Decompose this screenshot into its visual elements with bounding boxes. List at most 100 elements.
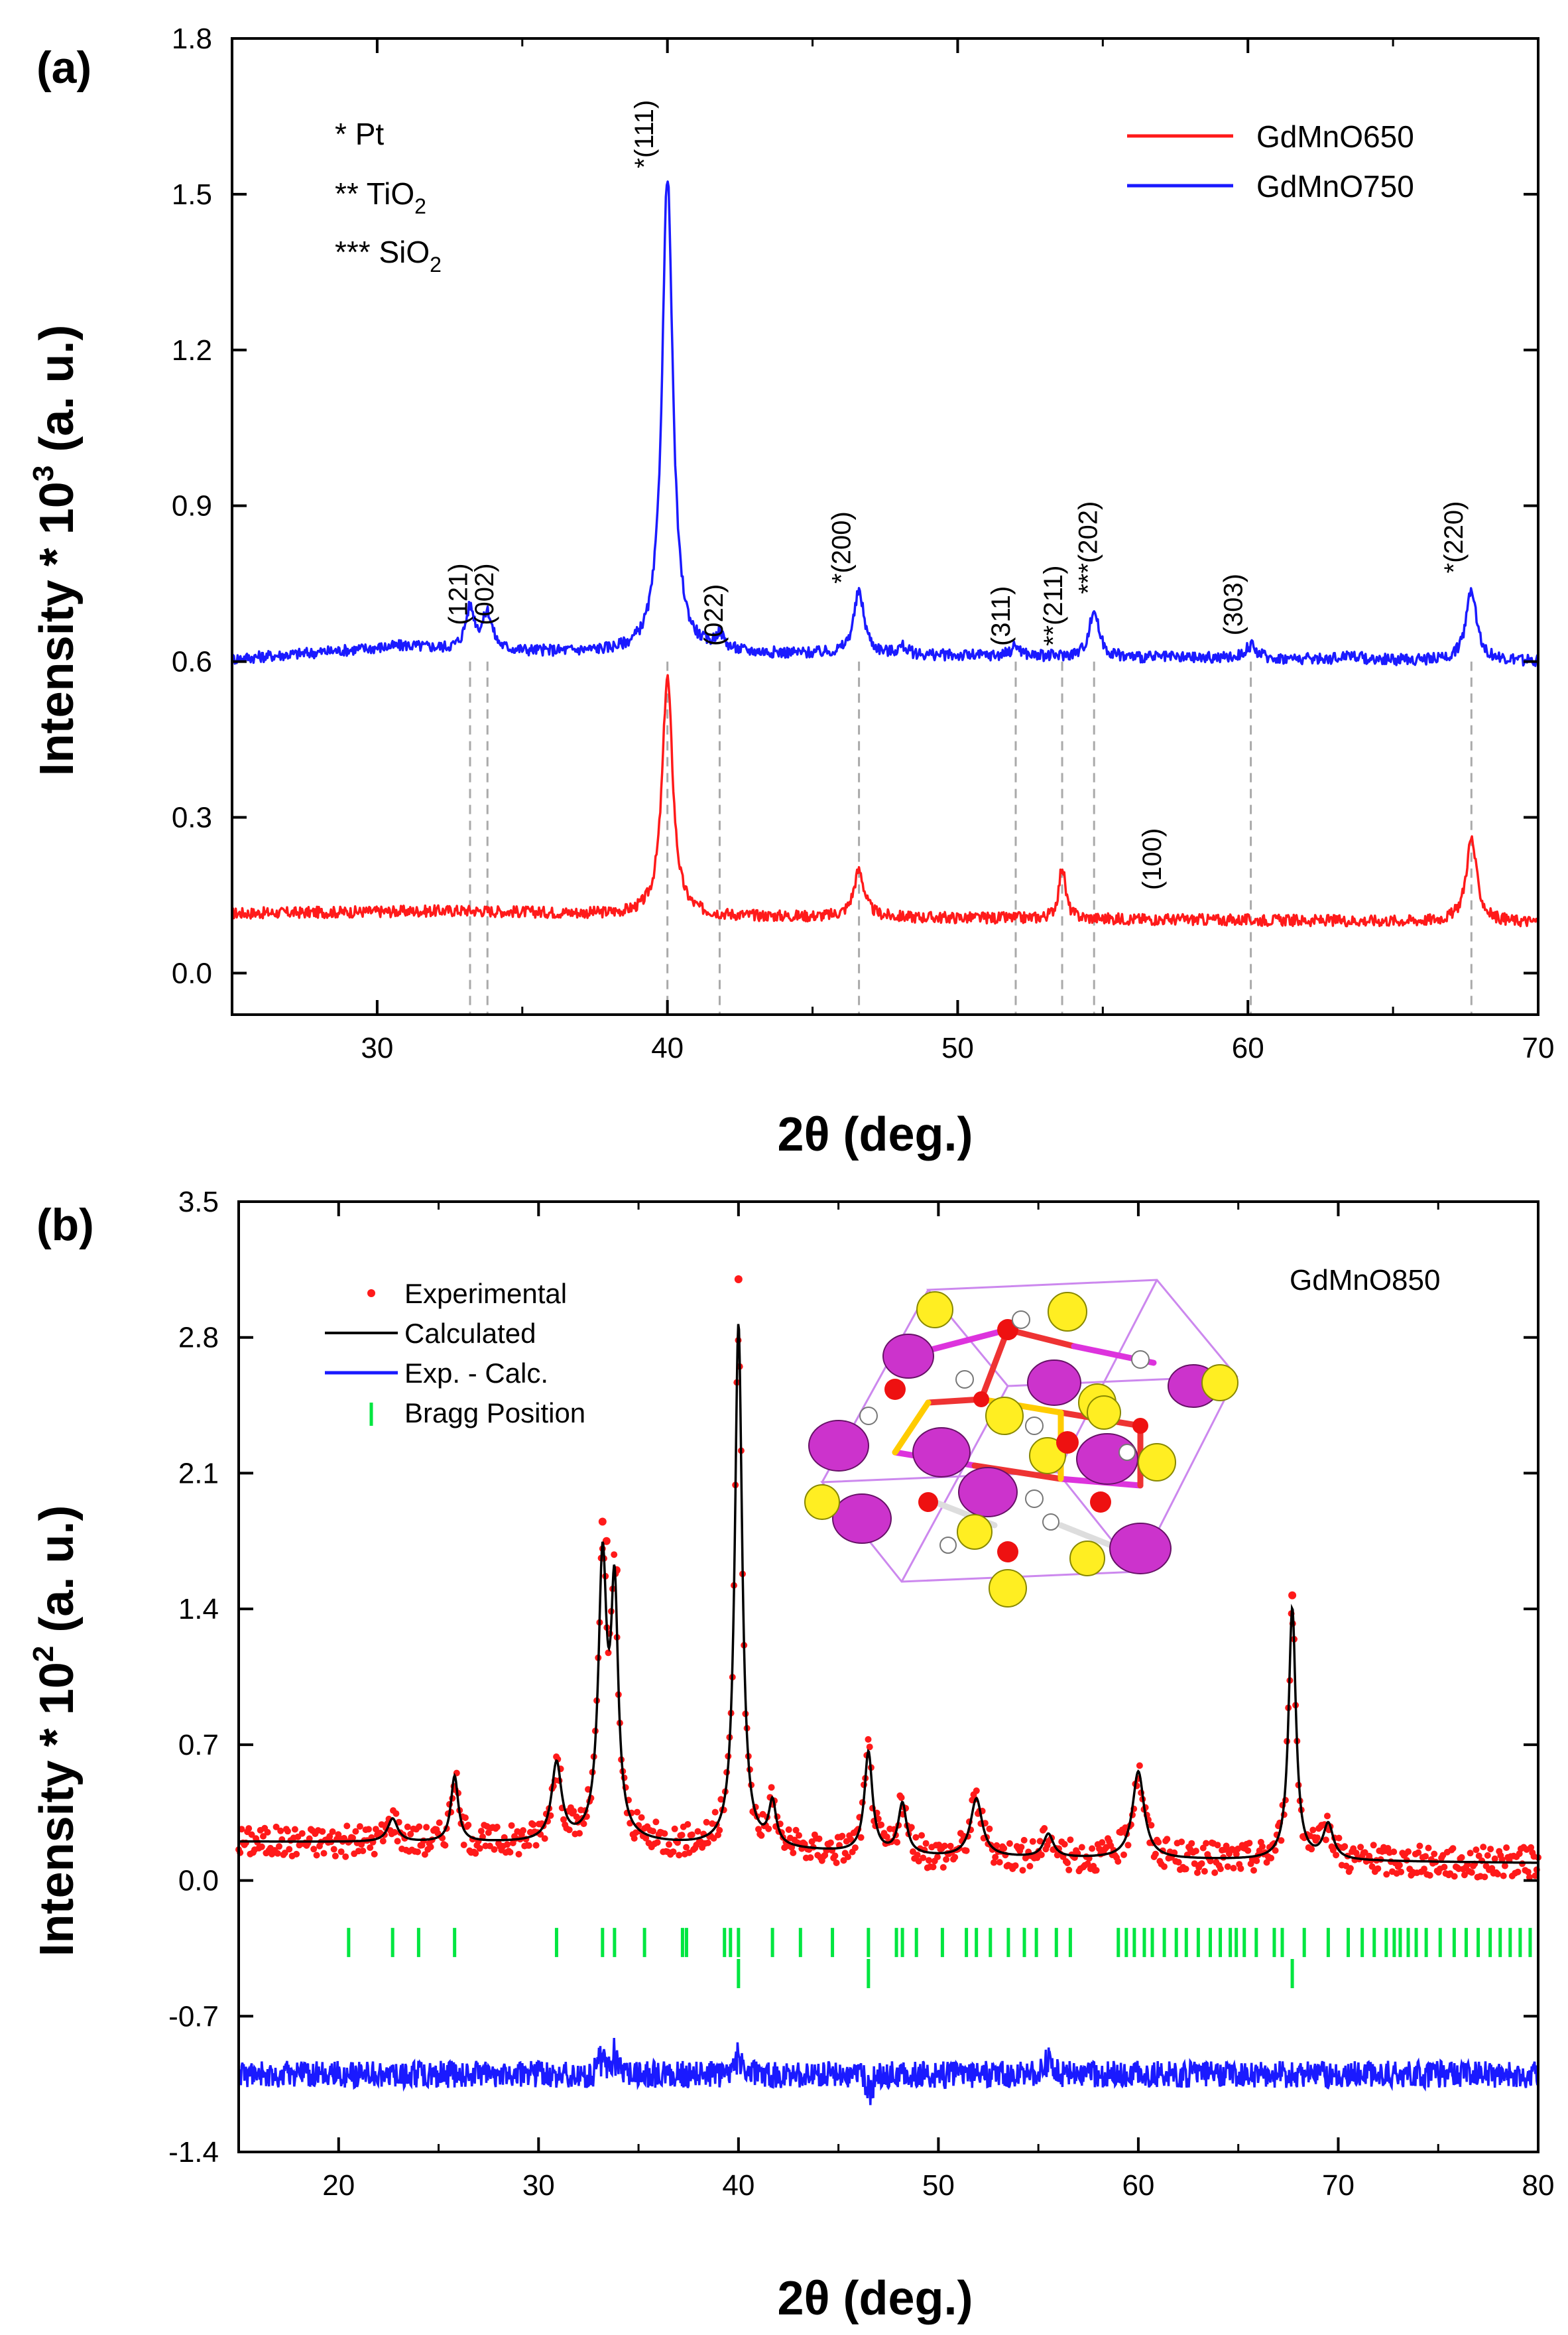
- experimental-point: [652, 1818, 660, 1826]
- peak-annotation-7: ***(202): [1074, 501, 1103, 594]
- experimental-point: [1207, 1858, 1214, 1865]
- experimental-point: [939, 1863, 947, 1871]
- experimental-point: [866, 1743, 873, 1751]
- experimental-point: [716, 1826, 723, 1834]
- experimental-point: [1500, 1872, 1507, 1879]
- experimental-point: [337, 1848, 345, 1856]
- experimental-point: [676, 1852, 683, 1859]
- experimental-point: [605, 1649, 612, 1657]
- experimental-point: [1250, 1867, 1257, 1874]
- experimental-point: [930, 1863, 937, 1871]
- experimental-point: [1152, 1850, 1159, 1858]
- experimental-point: [1036, 1838, 1044, 1845]
- experimental-point: [359, 1848, 367, 1854]
- experimental-point: [898, 1794, 905, 1801]
- panel-b-bragg-positions: [347, 1928, 1532, 1988]
- experimental-point: [638, 1814, 645, 1821]
- experimental-point: [703, 1818, 710, 1826]
- panel-a-peak-annotations: (121)(002)*(111)(022)*(200)(311) **(211)*…: [444, 100, 1469, 890]
- panel-a-legend: GdMnO650 GdMnO750: [1127, 119, 1414, 204]
- experimental-point: [661, 1830, 668, 1837]
- experimental-point: [1012, 1862, 1019, 1869]
- experimental-point: [573, 1813, 580, 1820]
- experimental-point: [472, 1850, 479, 1857]
- experimental-point: [407, 1830, 414, 1838]
- experimental-point: [943, 1856, 950, 1863]
- experimental-point: [395, 1818, 402, 1826]
- experimental-point: [765, 1825, 772, 1832]
- experimental-point: [371, 1850, 378, 1858]
- experimental-point: [671, 1825, 678, 1832]
- experimental-point: [404, 1823, 411, 1830]
- x-tick-label-80: 80: [1522, 2169, 1555, 2202]
- experimental-point: [1120, 1851, 1127, 1858]
- experimental-point: [1124, 1842, 1132, 1849]
- experimental-point: [883, 1833, 890, 1840]
- peak-annotation-1: (002): [470, 563, 499, 625]
- experimental-point: [951, 1854, 959, 1861]
- experimental-point: [1164, 1836, 1171, 1843]
- experimental-point: [1155, 1838, 1162, 1846]
- experimental-point: [1093, 1867, 1100, 1874]
- experimental-point: [332, 1852, 339, 1860]
- legend-label-experimental: Experimental: [404, 1278, 567, 1309]
- experimental-point: [1329, 1846, 1337, 1854]
- experimental-point: [642, 1834, 650, 1842]
- experimental-point: [504, 1841, 511, 1848]
- panel-a-x-axis-label: 2θ (deg.): [778, 1108, 973, 1161]
- experimental-point: [272, 1823, 280, 1830]
- experimental-point: [1383, 1871, 1390, 1878]
- experimental-point: [1278, 1837, 1285, 1844]
- experimental-point: [1503, 1844, 1510, 1852]
- experimental-point: [993, 1842, 1000, 1849]
- experimental-point: [392, 1810, 400, 1817]
- experimental-point: [277, 1827, 284, 1834]
- experimental-point: [485, 1829, 492, 1836]
- experimental-point: [1211, 1869, 1219, 1876]
- experimental-point: [306, 1835, 313, 1842]
- experimental-point: [1148, 1822, 1155, 1829]
- experimental-point: [1259, 1843, 1266, 1850]
- experimental-point: [1308, 1846, 1315, 1853]
- experimental-point: [310, 1846, 318, 1853]
- experimental-point: [1526, 1873, 1533, 1881]
- experimental-point: [291, 1826, 298, 1833]
- x-tick-label-70: 70: [1322, 2169, 1355, 2202]
- experimental-point: [807, 1854, 814, 1862]
- experimental-point: [1089, 1845, 1096, 1852]
- experimental-point: [1175, 1859, 1182, 1866]
- panel-b-experimental-points: [235, 1275, 1541, 1881]
- x-tick-label-60: 60: [1122, 2169, 1154, 2202]
- experimental-point: [1421, 1865, 1427, 1873]
- experimental-point: [1026, 1863, 1034, 1869]
- experimental-point: [1078, 1844, 1085, 1851]
- experimental-point: [704, 1839, 711, 1846]
- experimental-point: [566, 1826, 573, 1834]
- experimental-point: [1099, 1839, 1106, 1846]
- experimental-point: [1244, 1847, 1252, 1854]
- sample-label-gdmno850: GdMnO850: [1290, 1264, 1440, 1296]
- experimental-point: [1396, 1862, 1403, 1869]
- experimental-point: [1335, 1834, 1343, 1842]
- panel-a-guide-lines: [469, 661, 1473, 1015]
- experimental-point: [1061, 1841, 1068, 1848]
- experimental-point: [1405, 1848, 1412, 1856]
- y-tick-label-5: 2.1: [178, 1457, 219, 1489]
- panel-a-notes: * Pt ** TiO2 *** SiO2: [335, 117, 442, 277]
- experimental-point: [284, 1828, 291, 1835]
- experimental-point: [1398, 1868, 1405, 1875]
- experimental-point: [1467, 1850, 1474, 1857]
- experimental-point: [654, 1839, 661, 1846]
- panel-a-label: (a): [36, 42, 91, 93]
- experimental-point: [365, 1826, 372, 1833]
- experimental-point: [423, 1824, 430, 1831]
- experimental-point: [1313, 1834, 1321, 1842]
- experimental-point: [276, 1843, 282, 1850]
- y-tick-label-5: 1.5: [172, 178, 212, 211]
- experimental-point: [1018, 1844, 1025, 1851]
- experimental-point: [650, 1828, 656, 1835]
- experimental-point: [941, 1842, 948, 1850]
- experimental-point: [421, 1851, 428, 1858]
- panel-b-x-axis-label: 2θ (deg.): [778, 2272, 973, 2325]
